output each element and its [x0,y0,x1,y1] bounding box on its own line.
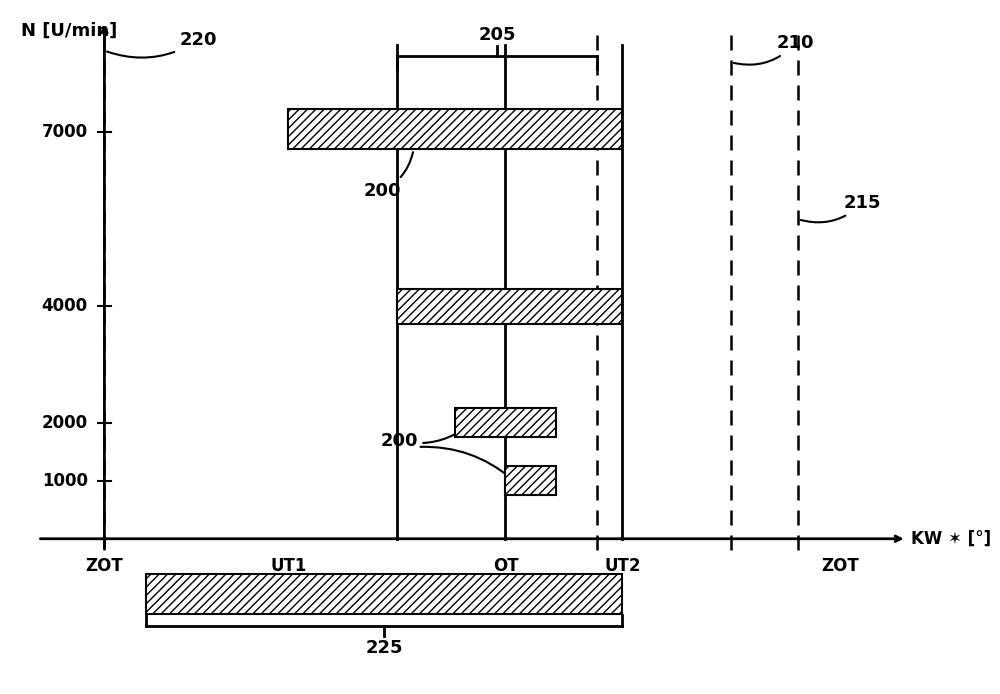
Text: 1000: 1000 [42,472,88,490]
Text: 200: 200 [363,152,413,200]
Text: ZOT: ZOT [86,557,123,575]
Text: 210: 210 [734,34,815,65]
Text: 4000: 4000 [42,297,88,315]
Text: UT1: UT1 [270,557,306,575]
Text: N [U/min]: N [U/min] [21,22,117,40]
Text: KW ✶ [°]: KW ✶ [°] [911,530,991,548]
Text: UT2: UT2 [604,557,641,575]
Text: 205: 205 [478,26,516,44]
Bar [505,466,556,496]
Bar [397,289,622,324]
Bar [455,408,556,437]
Text: 7000: 7000 [42,123,88,141]
Text: 200: 200 [380,424,470,450]
Text: OT: OT [493,557,518,575]
Text: 215: 215 [801,194,881,222]
Text: 2000: 2000 [42,414,88,432]
Text: ZOT: ZOT [821,557,859,575]
Text: 220: 220 [107,31,217,58]
Bar [288,109,622,149]
Text: 225: 225 [366,639,403,657]
Bar [146,574,622,614]
